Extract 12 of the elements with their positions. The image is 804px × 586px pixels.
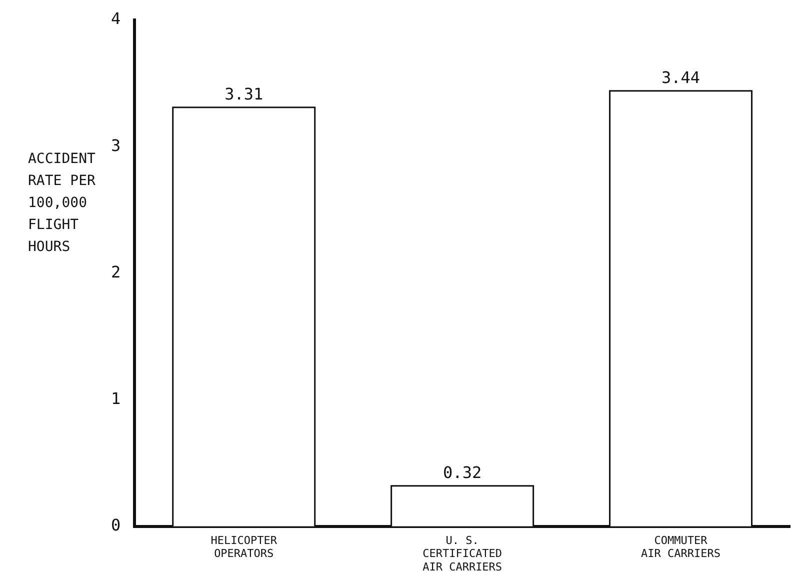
data-label: 3.31	[224, 84, 264, 104]
x-tick-label: COMMUTER AIR CARRIERS	[641, 534, 721, 560]
data-label: 0.32	[443, 463, 482, 482]
y-tick-label: 1	[110, 388, 121, 408]
y-tick-label: 4	[110, 9, 121, 28]
x-tick-label: U. S. CERTIFICATED AIR CARRIERS	[422, 534, 502, 574]
data-label: 3.44	[662, 68, 700, 88]
y-tick-label: 2	[110, 262, 121, 282]
y-tick-label: 0	[110, 516, 121, 535]
x-tick-label: HELICOPTER OPERATORS	[210, 534, 278, 560]
y-axis-title: ACCIDENT RATE PER 100,000 FLIGHT HOURS	[28, 150, 96, 257]
y-tick-label: 3	[110, 136, 121, 155]
